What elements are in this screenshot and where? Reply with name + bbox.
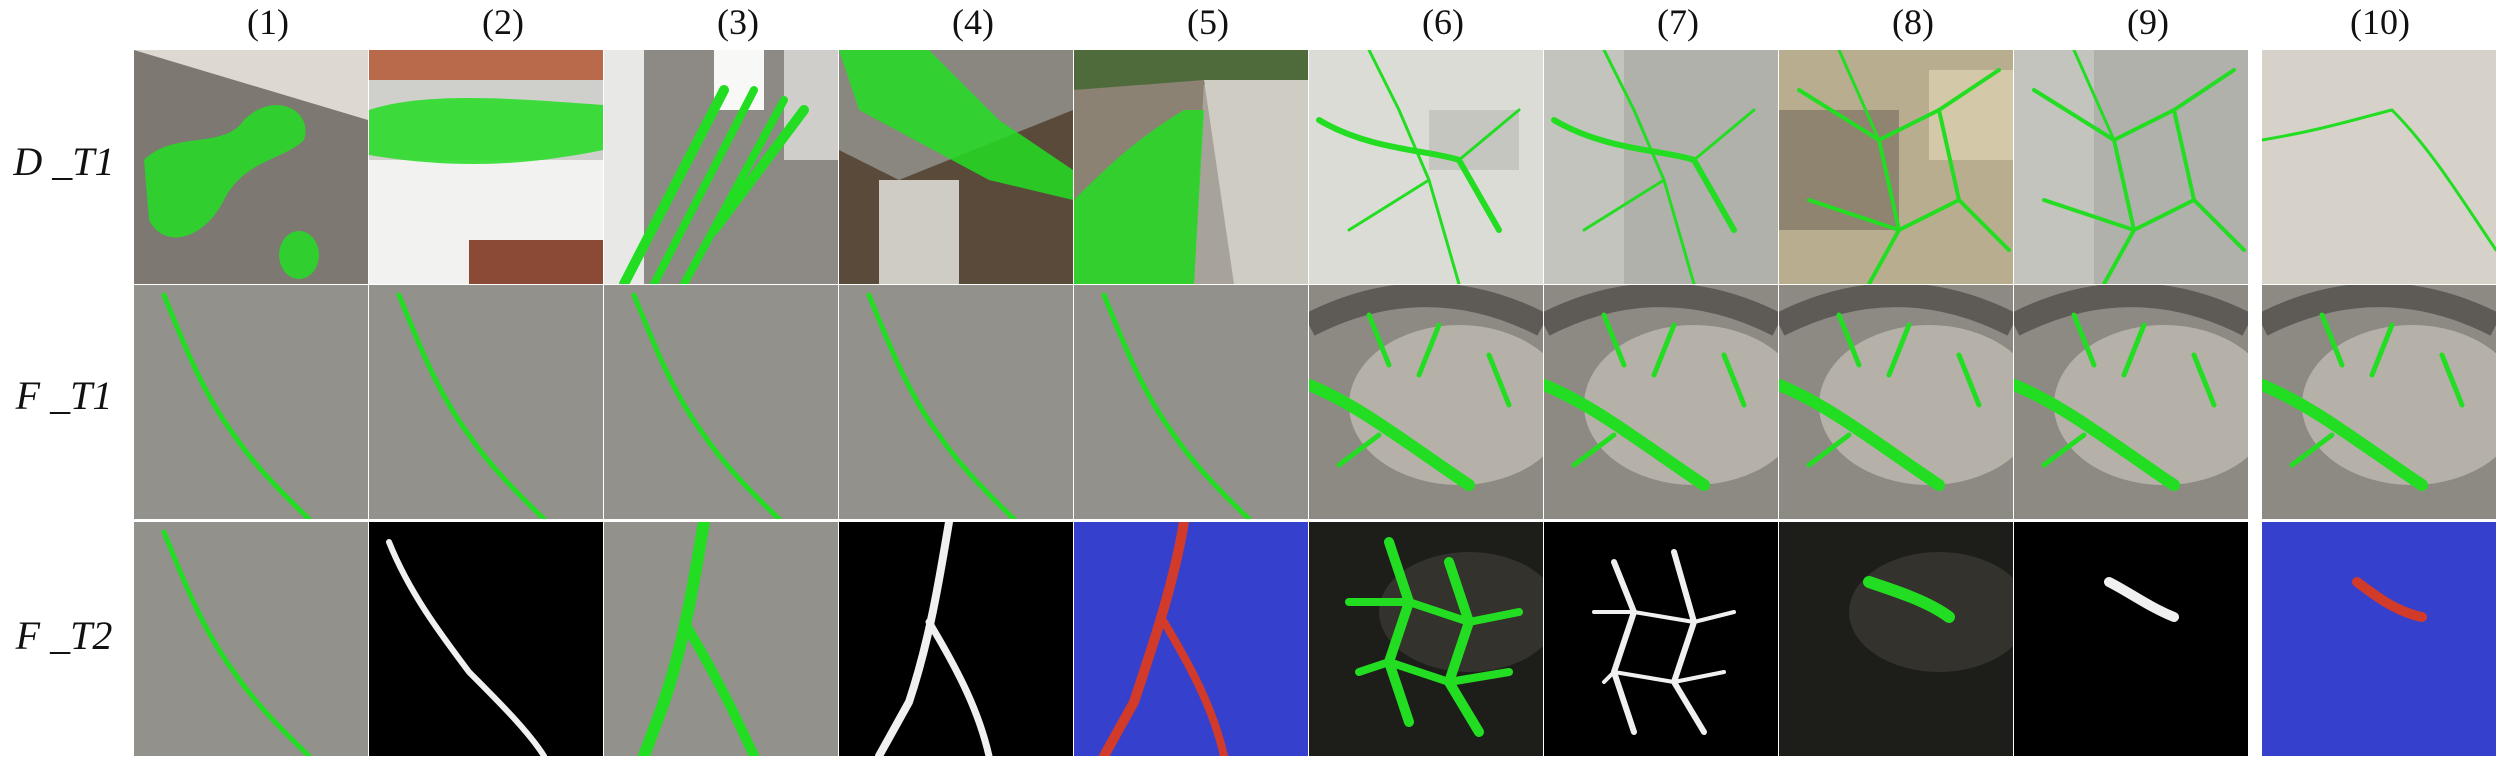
- crack-segmentation-image: [2262, 285, 2496, 519]
- image-cell-r3-c1: [134, 522, 368, 756]
- image-cell-r2-c9: [2014, 285, 2248, 519]
- image-cell-r2-c4: [839, 285, 1073, 519]
- column-label-3: (3): [717, 2, 759, 42]
- column-label-9: (9): [2127, 2, 2169, 42]
- column-label-10: (10): [2350, 2, 2410, 42]
- row-label-d-t1: D _T1: [13, 139, 115, 184]
- crack-segmentation-image: [369, 285, 603, 519]
- crack-segmentation-image: [2014, 285, 2248, 519]
- crack-segmentation-image: [1074, 522, 1308, 756]
- crack-segmentation-image: [604, 285, 838, 519]
- crack-segmentation-image: [839, 50, 1073, 284]
- crack-segmentation-image: [369, 50, 603, 284]
- image-cell-r2-c1: [134, 285, 368, 519]
- crack-segmentation-image: [1074, 50, 1308, 284]
- crack-segmentation-image: [1544, 50, 1778, 284]
- crack-segmentation-image: [1309, 285, 1543, 519]
- image-cell-r3-c7: [1544, 522, 1778, 756]
- column-label-7: (7): [1657, 2, 1699, 42]
- crack-segmentation-image: [1309, 522, 1543, 756]
- image-cell-r2-c6: [1309, 285, 1543, 519]
- image-cell-r3-c4: [839, 522, 1073, 756]
- image-cell-r3-c8: [1779, 522, 2013, 756]
- row-label-f-t2: F _T2: [15, 613, 113, 658]
- image-cell-r1-c8: [1779, 50, 2013, 284]
- crack-segmentation-image: [1779, 522, 2013, 756]
- image-cell-r2-c10: [2262, 285, 2496, 519]
- crack-segmentation-image: [1779, 285, 2013, 519]
- crack-segmentation-image: [369, 522, 603, 756]
- image-cell-r3-c3: [604, 522, 838, 756]
- column-label-5: (5): [1187, 2, 1229, 42]
- image-cell-r3-c2: [369, 522, 603, 756]
- image-cell-r1-c5: [1074, 50, 1308, 284]
- crack-segmentation-image: [2262, 50, 2496, 284]
- crack-segmentation-image: [1074, 285, 1308, 519]
- column-label-8: (8): [1892, 2, 1934, 42]
- crack-segmentation-image: [134, 285, 368, 519]
- image-cell-r1-c7: [1544, 50, 1778, 284]
- image-cell-r1-c2: [369, 50, 603, 284]
- image-cell-r1-c10: [2262, 50, 2496, 284]
- image-cell-r3-c5: [1074, 522, 1308, 756]
- image-cell-r1-c9: [2014, 50, 2248, 284]
- image-cell-r1-c6: [1309, 50, 1543, 284]
- crack-segmentation-image: [839, 285, 1073, 519]
- crack-segmentation-image: [839, 522, 1073, 756]
- crack-segmentation-image: [2262, 522, 2496, 756]
- image-cell-r3-c6: [1309, 522, 1543, 756]
- crack-segmentation-image: [604, 50, 838, 284]
- crack-segmentation-image: [134, 522, 368, 756]
- column-label-6: (6): [1422, 2, 1464, 42]
- row-label-f-t1: F _T1: [15, 373, 113, 418]
- image-cell-r2-c2: [369, 285, 603, 519]
- crack-segmentation-image: [1309, 50, 1543, 284]
- image-cell-r2-c7: [1544, 285, 1778, 519]
- image-cell-r2-c8: [1779, 285, 2013, 519]
- crack-segmentation-image: [1779, 50, 2013, 284]
- column-label-4: (4): [952, 2, 994, 42]
- image-cell-r1-c3: [604, 50, 838, 284]
- image-cell-r1-c1: [134, 50, 368, 284]
- crack-segmentation-image: [2014, 522, 2248, 756]
- column-label-1: (1): [247, 2, 289, 42]
- image-cell-r3-c9: [2014, 522, 2248, 756]
- crack-segmentation-image: [1544, 522, 1778, 756]
- crack-segmentation-image: [134, 50, 368, 284]
- image-cell-r3-c10: [2262, 522, 2496, 756]
- crack-segmentation-image: [1544, 285, 1778, 519]
- column-label-2: (2): [482, 2, 524, 42]
- image-cell-r2-c3: [604, 285, 838, 519]
- crack-segmentation-image: [604, 522, 838, 756]
- image-cell-r1-c4: [839, 50, 1073, 284]
- image-cell-r2-c5: [1074, 285, 1308, 519]
- crack-segmentation-image: [2014, 50, 2248, 284]
